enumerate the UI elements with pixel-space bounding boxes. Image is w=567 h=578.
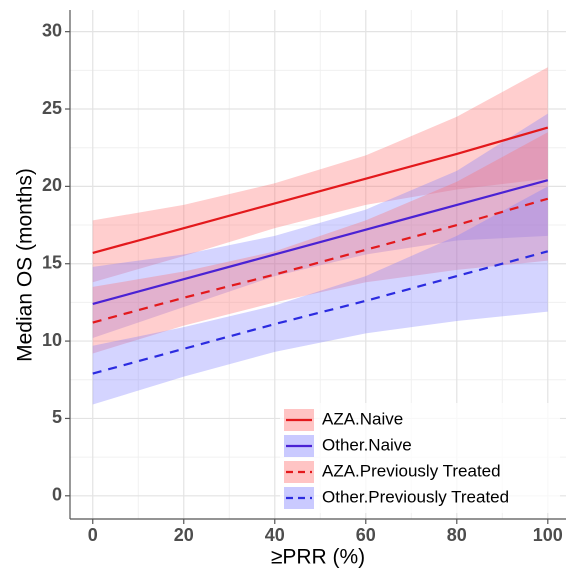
line — [92, 179, 549, 306]
legend-label: AZA.Previously Treated — [322, 461, 501, 480]
x-tick-label: 20 — [174, 525, 194, 545]
x-tick-label: 0 — [88, 525, 98, 545]
x-tick-label: 100 — [533, 525, 563, 545]
y-axis-title: Median OS (months) — [14, 168, 37, 362]
x-tick-label: 80 — [447, 525, 467, 545]
y-tick-label: 30 — [42, 20, 62, 40]
x-axis-title: ≥PRR (%) — [271, 546, 365, 569]
confidence-band — [92, 186, 548, 405]
y-tick-label: 15 — [42, 252, 62, 272]
legend-label: AZA.Naive — [322, 409, 403, 428]
confidence-band — [92, 67, 548, 283]
y-tick-label: 5 — [52, 407, 62, 427]
legend-background — [280, 403, 560, 513]
legend-label: Other.Previously Treated — [322, 487, 509, 506]
x-tick-label: 40 — [265, 525, 285, 545]
y-tick-label: 0 — [52, 485, 62, 505]
line — [92, 250, 549, 375]
y-tick-label: 25 — [42, 98, 62, 118]
y-tick-label: 20 — [42, 175, 62, 195]
confidence-band — [92, 113, 548, 338]
line — [92, 197, 549, 324]
line — [92, 126, 549, 254]
legend-label: Other.Naive — [322, 435, 412, 454]
x-tick-label: 60 — [356, 525, 376, 545]
y-tick-label: 10 — [42, 330, 62, 350]
